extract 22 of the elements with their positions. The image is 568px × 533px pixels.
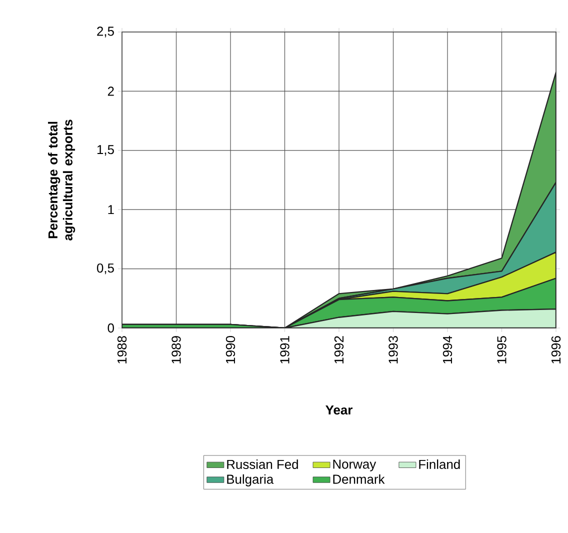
y-tick-label: 0,5	[96, 263, 114, 274]
legend-label: Finland	[419, 459, 460, 469]
y-tick-label: 1	[108, 205, 114, 214]
x-tick-label: 1990	[226, 336, 236, 364]
x-tick-label: 1995	[497, 336, 506, 364]
x-tick-label: 1993	[388, 336, 398, 364]
legend-label: Denmark	[333, 474, 385, 484]
x-tick-label: 1992	[334, 336, 344, 364]
y-axis-title: Percentage of total agricultural exports	[48, 120, 76, 240]
legend-label: Norway	[333, 460, 376, 472]
y-tick-label: 2,5	[97, 26, 114, 38]
y-tick-label: 0	[108, 323, 114, 333]
legend-label: Bulgaria	[227, 474, 274, 486]
legend-label: Russian Fed	[227, 459, 298, 469]
y-tick-label: 1,5	[97, 145, 114, 156]
x-tick-label: 1988	[117, 336, 127, 364]
x-tick-label: 1991	[280, 336, 290, 364]
x-axis-title: Year	[326, 406, 352, 415]
x-tick-label: 1996	[551, 336, 561, 364]
y-tick-label: 2	[108, 86, 114, 96]
x-tick-label: 1994	[442, 336, 452, 364]
x-tick-label: 1989	[172, 336, 181, 364]
